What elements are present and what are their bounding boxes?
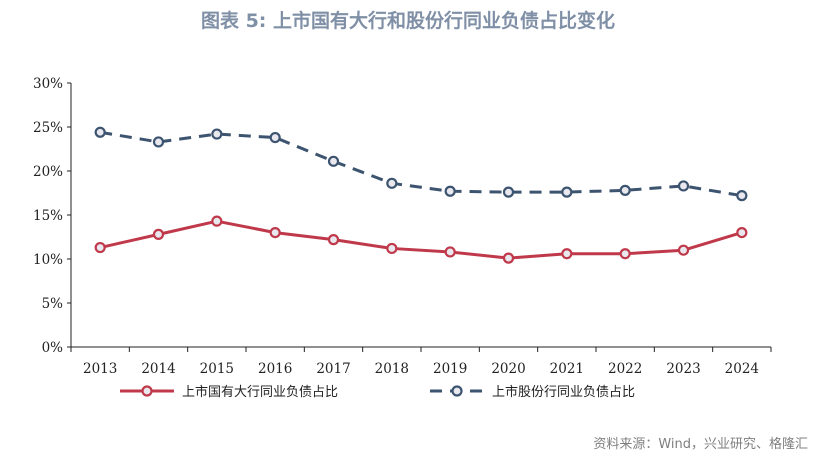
y-tick-label: 20%	[33, 164, 63, 180]
series-layer	[94, 126, 748, 264]
x-tick-label: 2019	[433, 361, 467, 377]
data-point	[269, 227, 281, 239]
data-point	[327, 234, 340, 246]
data-point	[736, 190, 748, 202]
legend-label: 上市国有大行同业负债占比	[182, 384, 338, 400]
data-point	[619, 184, 631, 196]
data-point	[677, 180, 690, 192]
data-point	[327, 155, 340, 167]
x-tick-label: 2020	[491, 361, 525, 377]
series-joint-stock-banks	[94, 126, 748, 202]
data-point	[386, 177, 398, 189]
x-tick-label: 2022	[608, 361, 642, 377]
data-point	[444, 246, 456, 258]
chart-title: 图表 5: 上市国有大行和股份行同业负债占比变化	[200, 10, 616, 32]
data-point	[502, 186, 515, 198]
data-point	[152, 136, 165, 148]
legend-item: 上市国有大行同业负债占比	[120, 384, 338, 400]
legend: 上市国有大行同业负债占比 上市股份行同业负债占比	[120, 384, 635, 400]
legend-label: 上市股份行同业负债占比	[492, 384, 635, 400]
data-point	[386, 242, 398, 255]
x-tick-label: 2023	[666, 361, 700, 377]
x-tick-label: 2013	[83, 361, 117, 377]
y-tick-label: 30%	[33, 76, 63, 92]
legend-marker	[451, 385, 463, 397]
x-tick-label: 2014	[141, 361, 175, 377]
data-point	[211, 128, 223, 140]
y-tick-label: 10%	[33, 252, 63, 268]
y-tick-label: 25%	[33, 120, 63, 136]
data-point	[561, 186, 573, 198]
data-point	[619, 248, 631, 260]
axes: 0% 5% 10% 15% 20% 25% 30% 2013 2014 2015 2016 2017 2…	[33, 76, 772, 377]
x-tick-label: 2017	[316, 361, 350, 377]
legend-item: 上市股份行同业负债占比	[430, 384, 635, 400]
data-point	[94, 126, 106, 138]
data-point	[502, 252, 515, 264]
legend-marker	[141, 385, 153, 397]
series-state-banks	[94, 215, 748, 264]
data-point	[444, 185, 456, 197]
data-point	[94, 241, 106, 254]
y-tick-label: 0%	[42, 340, 64, 356]
x-tick-label: 2018	[375, 361, 409, 377]
data-point	[269, 131, 281, 144]
data-point	[677, 244, 690, 256]
data-point	[152, 228, 165, 240]
y-tick-label: 15%	[33, 208, 63, 224]
x-tick-label: 2021	[550, 361, 584, 377]
y-tick-label: 5%	[42, 296, 64, 312]
data-point	[211, 215, 223, 227]
data-point	[561, 248, 573, 260]
x-tick-label: 2016	[258, 361, 292, 377]
source-note: 资料来源：Wind，兴业研究、格隆汇	[593, 437, 808, 452]
x-tick-label: 2024	[725, 361, 759, 377]
data-point	[736, 227, 748, 239]
series-line	[99, 130, 743, 198]
x-tick-label: 2015	[200, 361, 234, 377]
series-line	[99, 219, 743, 260]
